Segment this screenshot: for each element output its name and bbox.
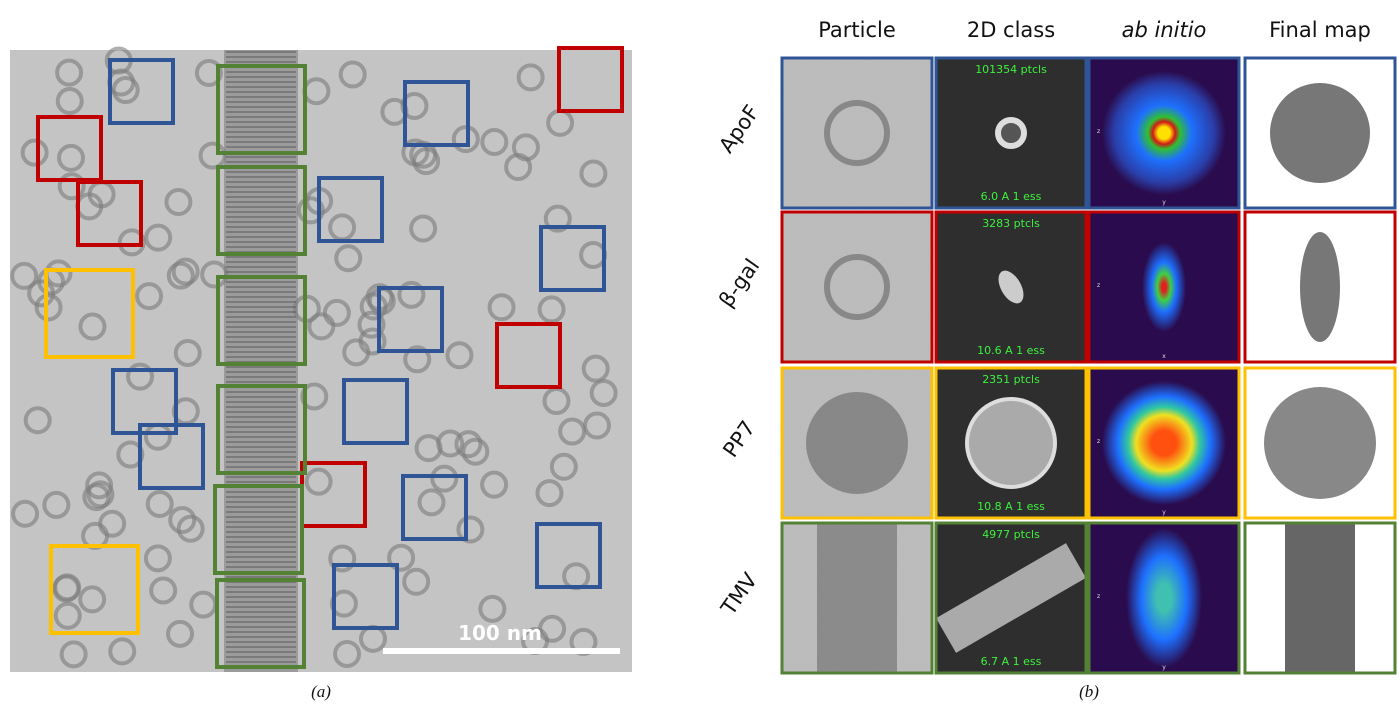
resolution: 10.6 A 1 ess [977, 344, 1045, 357]
abinitio-density [1102, 71, 1226, 195]
particle-count: 4977 ptcls [982, 528, 1040, 541]
scale-bar-label: 100 nm [458, 621, 542, 645]
particle-count: 2351 ptcls [982, 373, 1040, 386]
particle-shape [817, 523, 897, 673]
map-shape [1300, 232, 1340, 342]
caption: (b) [1079, 682, 1099, 701]
abinitio-density [1142, 242, 1186, 332]
abinitio-density [1126, 528, 1202, 668]
class-shape [998, 120, 1024, 146]
figure: 100 nm (a) (b) Particle 2D class ab initio… [0, 0, 1399, 707]
map-shape [1270, 83, 1370, 183]
row-label: PP7 [718, 416, 760, 461]
axis-label: z [1097, 438, 1100, 445]
axis-label: y [1162, 664, 1166, 671]
axis-label: x [1162, 353, 1166, 360]
row-label: ApoF [714, 101, 764, 158]
resolution: 6.0 A 1 ess [981, 190, 1042, 203]
row-label: β-gal [714, 254, 764, 311]
class-shape [967, 399, 1055, 487]
map-shape [1264, 387, 1376, 499]
particle-noise [782, 58, 932, 208]
axis-label: z [1097, 128, 1100, 135]
particle-count: 3283 ptcls [982, 217, 1040, 230]
resolution: 10.8 A 1 ess [977, 500, 1045, 513]
row-label: TMV [716, 568, 763, 620]
particle-noise [782, 212, 932, 362]
column-header: ab initio [1122, 18, 1207, 42]
column-header: 2D class [967, 18, 1055, 42]
axis-label: y [1162, 199, 1166, 206]
column-header: Particle [818, 18, 896, 42]
particle-count: 101354 ptcls [975, 63, 1047, 76]
resolution: 6.7 A 1 ess [981, 655, 1042, 668]
axis-label: z [1097, 282, 1100, 289]
column-header: Final map [1269, 18, 1371, 42]
map-shape [1285, 523, 1355, 673]
micrograph-panel: 100 nm (a) [10, 48, 632, 701]
axis-label: y [1162, 509, 1166, 516]
axis-label: z [1097, 593, 1100, 600]
abinitio-density [1102, 381, 1226, 505]
particle-shape [809, 395, 905, 491]
caption: (a) [311, 682, 331, 701]
